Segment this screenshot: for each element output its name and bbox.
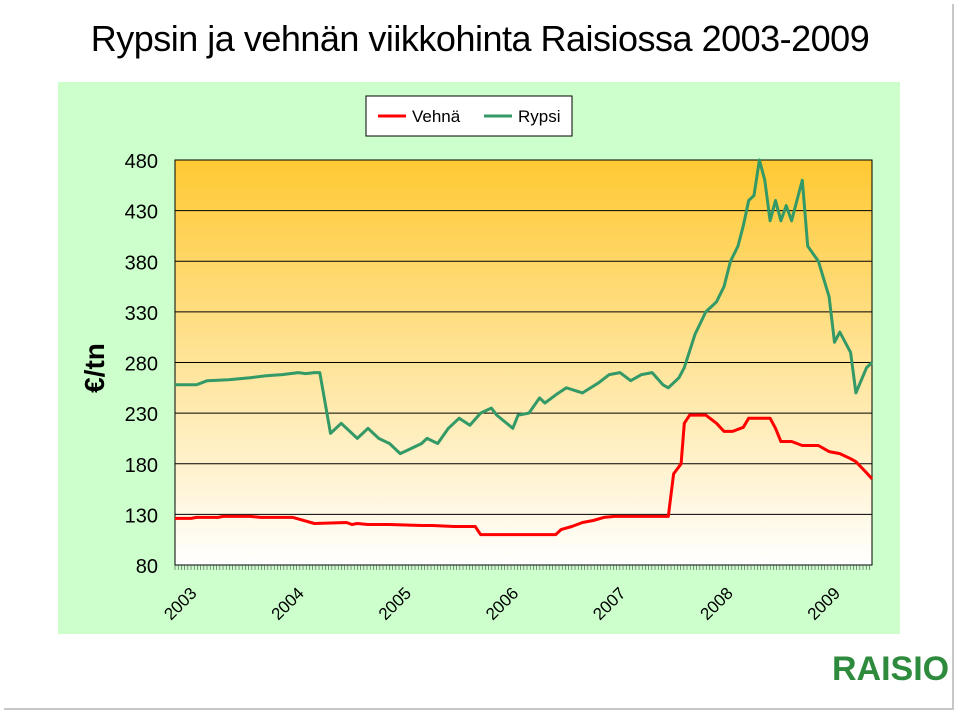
gridlines [175,210,872,515]
x-minor-ticks [174,565,870,570]
x-tick-label: 2003 [160,584,200,624]
x-tick-labels: 2003 2004 2005 2006 2007 2008 2009 [160,584,844,624]
legend: Vehnä Rypsi [365,95,573,137]
y-tick-label: 280 [125,354,158,376]
y-tick-label: 330 [125,303,158,325]
chart-title: Rypsin ja vehnän viikkohinta Raisiossa 2… [90,18,870,59]
x-tick-label: 2008 [697,584,737,624]
legend-label-vehna: Vehnä [412,107,461,126]
slide-frame [4,4,954,710]
y-tick-label: 180 [125,455,158,477]
y-tick-label: 430 [125,202,158,224]
x-tick-label: 2009 [804,584,844,624]
x-tick-label: 2006 [482,584,522,624]
series-line-vehna [175,413,874,537]
y-tick-label: 230 [125,404,158,426]
y-tick-label: 380 [125,252,158,274]
series-lines [175,158,874,537]
series-line-rypsi [175,158,874,456]
legend-label-rypsi: Rypsi [518,107,561,126]
x-tick-label: 2005 [375,584,415,624]
y-tick-label: 130 [125,505,158,527]
raisio-logo: RAISIO [832,650,950,688]
y-tick-labels: 480 430 380 330 280 230 180 130 80 [125,151,158,578]
y-axis-label: €/tn [79,343,110,393]
x-tick-label: 2004 [268,584,308,624]
y-tick-label: 480 [125,151,158,173]
y-tick-label: 80 [136,556,158,578]
x-tick-label: 2007 [589,584,629,624]
